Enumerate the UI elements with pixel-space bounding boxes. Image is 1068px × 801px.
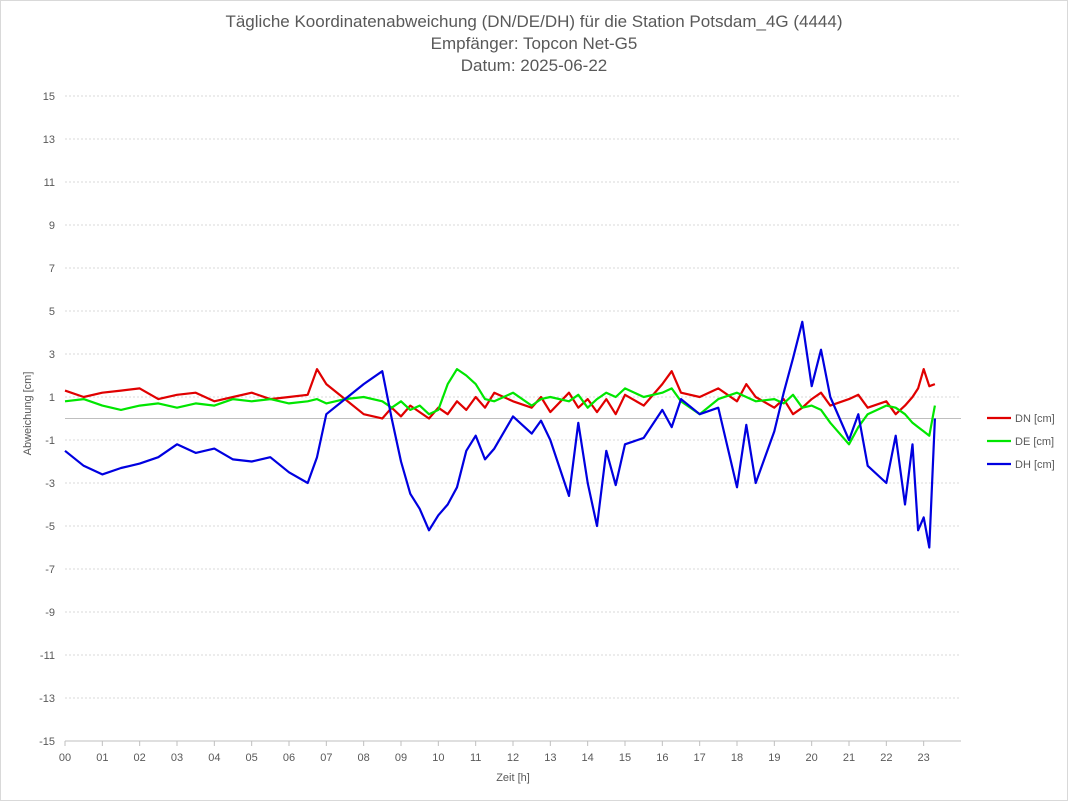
x-tick-label: 07: [320, 752, 332, 764]
x-tick-label: 16: [656, 752, 668, 764]
y-tick-label: 9: [49, 220, 55, 232]
x-tick-label: 15: [619, 752, 631, 764]
y-tick-label: -15: [39, 736, 55, 748]
x-tick-label: 10: [432, 752, 444, 764]
y-tick-label: -7: [45, 564, 55, 576]
x-tick-label: 21: [843, 752, 855, 764]
x-axis-title: Zeit [h]: [496, 772, 530, 784]
y-tick-label: -5: [45, 521, 55, 533]
x-tick-label: 09: [395, 752, 407, 764]
x-tick-label: 13: [544, 752, 556, 764]
chart-subtitle-date: Datum: 2025-06-22: [460, 56, 608, 75]
y-tick-label: -11: [40, 650, 55, 662]
y-tick-label: -3: [45, 478, 55, 490]
legend-label: DN [cm]: [1015, 413, 1055, 425]
x-tick-label: 12: [507, 752, 519, 764]
x-tick-label: 02: [134, 752, 146, 764]
x-tick-label: 01: [96, 752, 108, 764]
legend: DN [cm] DE [cm] DH [cm]: [987, 413, 1055, 471]
x-tick-label: 04: [208, 752, 220, 764]
legend-label: DE [cm]: [1015, 436, 1054, 448]
x-tick-label: 20: [806, 752, 818, 764]
y-tick-label: -1: [45, 435, 55, 447]
y-tick-label: -9: [45, 607, 55, 619]
y-tick-label: -13: [39, 693, 55, 705]
y-tick-label: 13: [43, 134, 55, 146]
x-tick-label: 05: [246, 752, 258, 764]
x-tick-label: 06: [283, 752, 295, 764]
y-axis-title: Abweichung [cm]: [22, 372, 34, 456]
series-lines: [64, 320, 936, 549]
legend-label: DH [cm]: [1015, 459, 1055, 471]
y-tick-label: 5: [49, 306, 55, 318]
chart-title-block: Tägliche Koordinatenabweichung (DN/DE/DH…: [1, 11, 1067, 77]
x-tick-label: 18: [731, 752, 743, 764]
series-line-dh: [64, 320, 936, 549]
chart-title: Tägliche Koordinatenabweichung (DN/DE/DH…: [225, 12, 843, 31]
y-axis-ticks: 15 13 11 9 7 5 3 1 -1 -3 -5 -7 -9 -11 -13 -15: [39, 91, 55, 748]
gridlines: [65, 95, 961, 742]
y-tick-label: 3: [49, 349, 55, 361]
chart-subtitle-receiver: Empfänger: Topcon Net-G5: [430, 34, 638, 53]
x-tick-label: 03: [171, 752, 183, 764]
series-line-dn: [64, 368, 936, 420]
x-tick-label: 08: [358, 752, 370, 764]
x-tick-label: 11: [470, 752, 481, 764]
x-tick-label: 23: [918, 752, 930, 764]
y-tick-label: 15: [43, 91, 55, 103]
x-axis-ticks: 00 01 02 03 04 05 06 07 08 09 10 11 12 13 14 15 16 17 18 19…: [59, 740, 961, 764]
x-tick-label: 17: [694, 752, 706, 764]
y-tick-label: 7: [49, 263, 55, 275]
x-tick-label: 19: [768, 752, 780, 764]
x-tick-label: 00: [59, 752, 71, 764]
x-tick-label: 22: [880, 752, 892, 764]
y-tick-label: 11: [44, 177, 55, 189]
series-line-de: [64, 368, 936, 446]
y-tick-label: 1: [49, 392, 55, 404]
x-tick-label: 14: [582, 752, 594, 764]
